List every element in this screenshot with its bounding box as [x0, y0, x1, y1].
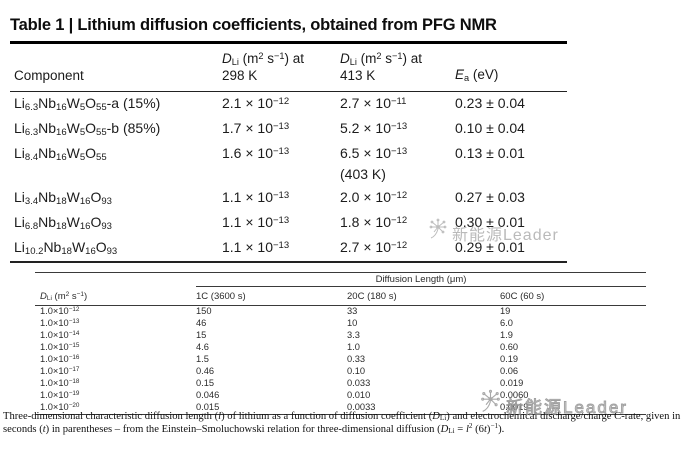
cell-60c: 19 [500, 306, 511, 316]
cell-dli: 1.0×10−17 [40, 366, 80, 376]
cell-60c: 0.19 [500, 354, 519, 364]
table-row: 1.0×10−13 46 10 6.0 [35, 318, 646, 330]
cell-ea: 0.23 ± 0.04 [455, 95, 525, 111]
cell-component: Li8.4Nb16W5O55 [14, 145, 107, 163]
header-1c: 1C (3600 s) [196, 291, 246, 302]
cell-20c: 33 [347, 306, 358, 316]
cell-dli: 1.0×10−15 [40, 342, 80, 352]
cell-d413: 6.5 × 10−13 (403 K) [340, 145, 408, 182]
cell-d298: 1.1 × 10−13 [222, 189, 290, 205]
table-row: 1.0×10−20 0.015 0.0033 0.0019 [35, 402, 646, 414]
table-row: Li3.4Nb18W16O93 1.1 × 10−13 2.0 × 10−12 … [10, 186, 567, 211]
cell-1c: 46 [196, 318, 207, 328]
cell-ea: 0.27 ± 0.03 [455, 189, 525, 205]
cell-d298: 2.1 × 10−12 [222, 95, 290, 111]
top-table-body: Li6.3Nb16W5O55-a (15%) 2.1 × 10−12 2.7 ×… [10, 92, 567, 263]
cell-d298: 1.1 × 10−13 [222, 214, 290, 230]
top-table-header-row: Component DLi (m2 s−1) at 298 K DLi (m2 s… [10, 44, 567, 92]
cell-1c: 0.46 [196, 366, 215, 376]
cell-d413: 2.0 × 10−12 [340, 189, 408, 205]
cell-dli: 1.0×10−19 [40, 390, 80, 400]
bottom-table-body: 1.0×10−12 150 33 19 1.0×10−13 46 10 6.0 … [35, 306, 646, 415]
cell-component: Li10.2Nb18W16O93 [14, 239, 118, 257]
cell-component: Li6.3Nb16W5O55-a (15%) [14, 95, 161, 113]
cell-20c: 1.0 [347, 342, 360, 352]
cell-20c: 0.33 [347, 354, 366, 364]
cell-1c: 15 [196, 330, 207, 340]
bottom-table-header-row: DLi (m2 s−1) 1C (3600 s) 20C (180 s) 60C… [35, 287, 646, 306]
cell-d413: 2.7 × 10−12 [340, 239, 408, 255]
cell-1c: 1.5 [196, 354, 209, 364]
cell-d298: 1.6 × 10−13 [222, 145, 290, 161]
header-60c: 60C (60 s) [500, 291, 545, 302]
table-row: 1.0×10−14 15 3.3 1.9 [35, 330, 646, 342]
header-ea: Ea (eV) [455, 67, 499, 83]
span-header-row: Diffusion Length (μm) [35, 273, 646, 287]
cell-dli: 1.0×10−13 [40, 318, 80, 328]
cell-1c: 0.046 [196, 390, 220, 400]
table-row: 1.0×10−12 150 33 19 [35, 306, 646, 318]
header-20c: 20C (180 s) [347, 291, 397, 302]
cell-d298: 1.1 × 10−13 [222, 239, 290, 255]
cell-60c: 1.9 [500, 330, 513, 340]
cell-60c: 0.06 [500, 366, 519, 376]
cell-1c: 0.015 [196, 402, 220, 412]
cell-ea: 0.13 ± 0.01 [455, 145, 525, 161]
cell-dli: 1.0×10−14 [40, 330, 80, 340]
diffusion-length-table: Diffusion Length (μm) DLi (m2 s−1) 1C (3… [35, 272, 646, 415]
cell-1c: 4.6 [196, 342, 209, 352]
cell-dli: 1.0×10−12 [40, 306, 80, 316]
cell-ea: 0.10 ± 0.04 [455, 120, 525, 136]
cell-60c: 6.0 [500, 318, 513, 328]
cell-20c: 0.10 [347, 366, 366, 376]
table-row: 1.0×10−18 0.15 0.033 0.019 [35, 378, 646, 390]
cell-ea: 0.29 ± 0.01 [455, 239, 525, 255]
cell-component: Li3.4Nb18W16O93 [14, 189, 112, 207]
table-row: Li8.4Nb16W5O55 1.6 × 10−13 6.5 × 10−13 (4… [10, 142, 567, 186]
table-row: 1.0×10−15 4.6 1.0 0.60 [35, 342, 646, 354]
table-row: Li6.3Nb16W5O55-b (85%) 1.7 × 10−13 5.2 ×… [10, 117, 567, 142]
cell-1c: 150 [196, 306, 212, 316]
cell-d413: 2.7 × 10−11 [340, 95, 407, 111]
table-footnote: Three-dimensional characteristic diffusi… [3, 411, 681, 435]
table-row: Li6.3Nb16W5O55-a (15%) 2.1 × 10−12 2.7 ×… [10, 92, 567, 117]
table-row: Li6.8Nb18W16O93 1.1 × 10−13 1.8 × 10−12 … [10, 211, 567, 236]
cell-dli: 1.0×10−18 [40, 378, 80, 388]
cell-60c: 0.0060 [500, 390, 529, 400]
cell-1c: 0.15 [196, 378, 215, 388]
cell-d298: 1.7 × 10−13 [222, 120, 290, 136]
table-row: 1.0×10−19 0.046 0.010 0.0060 [35, 390, 646, 402]
cell-dli: 1.0×10−16 [40, 354, 80, 364]
cell-60c: 0.0019 [500, 402, 529, 412]
cell-d413: 1.8 × 10−12 [340, 214, 408, 230]
cell-60c: 0.60 [500, 342, 519, 352]
cell-60c: 0.019 [500, 378, 524, 388]
cell-20c: 3.3 [347, 330, 360, 340]
cell-component: Li6.8Nb18W16O93 [14, 214, 112, 232]
span-header-diffusion-length: Diffusion Length (μm) [196, 273, 646, 287]
header-component: Component [14, 68, 84, 83]
header-d413: DLi (m2 s−1) at 413 K [340, 50, 422, 83]
cell-dli: 1.0×10−20 [40, 402, 80, 412]
table-title: Table 1 | Lithium diffusion coefficients… [10, 14, 567, 44]
header-dli: DLi (m2 s−1) [40, 291, 88, 303]
cell-component: Li6.3Nb16W5O55-b (85%) [14, 120, 161, 138]
cell-20c: 0.0033 [347, 402, 376, 412]
header-d298: DLi (m2 s−1) at 298 K [222, 50, 304, 83]
cell-20c: 0.010 [347, 390, 371, 400]
table-row: 1.0×10−17 0.46 0.10 0.06 [35, 366, 646, 378]
cell-20c: 10 [347, 318, 358, 328]
cell-20c: 0.033 [347, 378, 371, 388]
span-header-spacer [35, 273, 196, 287]
table-row: Li10.2Nb18W16O93 1.1 × 10−13 2.7 × 10−12… [10, 236, 567, 261]
table-row: 1.0×10−16 1.5 0.33 0.19 [35, 354, 646, 366]
pfg-nmr-table: Table 1 | Lithium diffusion coefficients… [10, 14, 567, 263]
cell-ea: 0.30 ± 0.01 [455, 214, 525, 230]
cell-d413: 5.2 × 10−13 [340, 120, 408, 136]
